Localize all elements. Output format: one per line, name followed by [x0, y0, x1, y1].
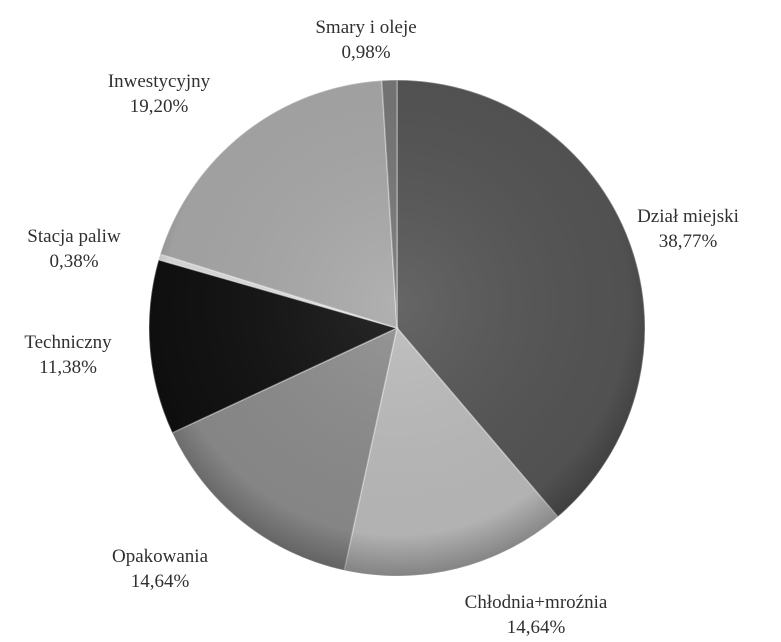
- slice-value-dzial-miejski: 38,77%: [659, 231, 718, 252]
- pie-slices: [148, 79, 646, 577]
- slice-value-stacja-paliw: 0,38%: [49, 251, 98, 272]
- slice-value-opakowania: 14,64%: [131, 571, 190, 592]
- slice-label-techniczny: Techniczny: [24, 332, 112, 353]
- slice-value-inwestycyjny: 19,20%: [130, 96, 189, 117]
- slice-value-techniczny: 11,38%: [39, 357, 97, 378]
- slice-label-stacja-paliw: Stacja paliw: [27, 226, 121, 247]
- slice-label-opakowania: Opakowania: [112, 546, 209, 567]
- pie-labels: Dział miejski 38,77% Chłodnia+mroźnia 14,64…: [24, 17, 739, 638]
- slice-label-chlodnia-mroznia: Chłodnia+mroźnia: [465, 592, 608, 613]
- slice-value-chlodnia-mroznia: 14,64%: [507, 617, 566, 637]
- slice-label-inwestycyjny: Inwestycyjny: [108, 71, 211, 92]
- slice-label-smary-i-oleje: Smary i oleje: [315, 17, 416, 38]
- slice-label-dzial-miejski: Dział miejski: [637, 206, 739, 227]
- slice-value-smary-i-oleje: 0,98%: [341, 42, 390, 63]
